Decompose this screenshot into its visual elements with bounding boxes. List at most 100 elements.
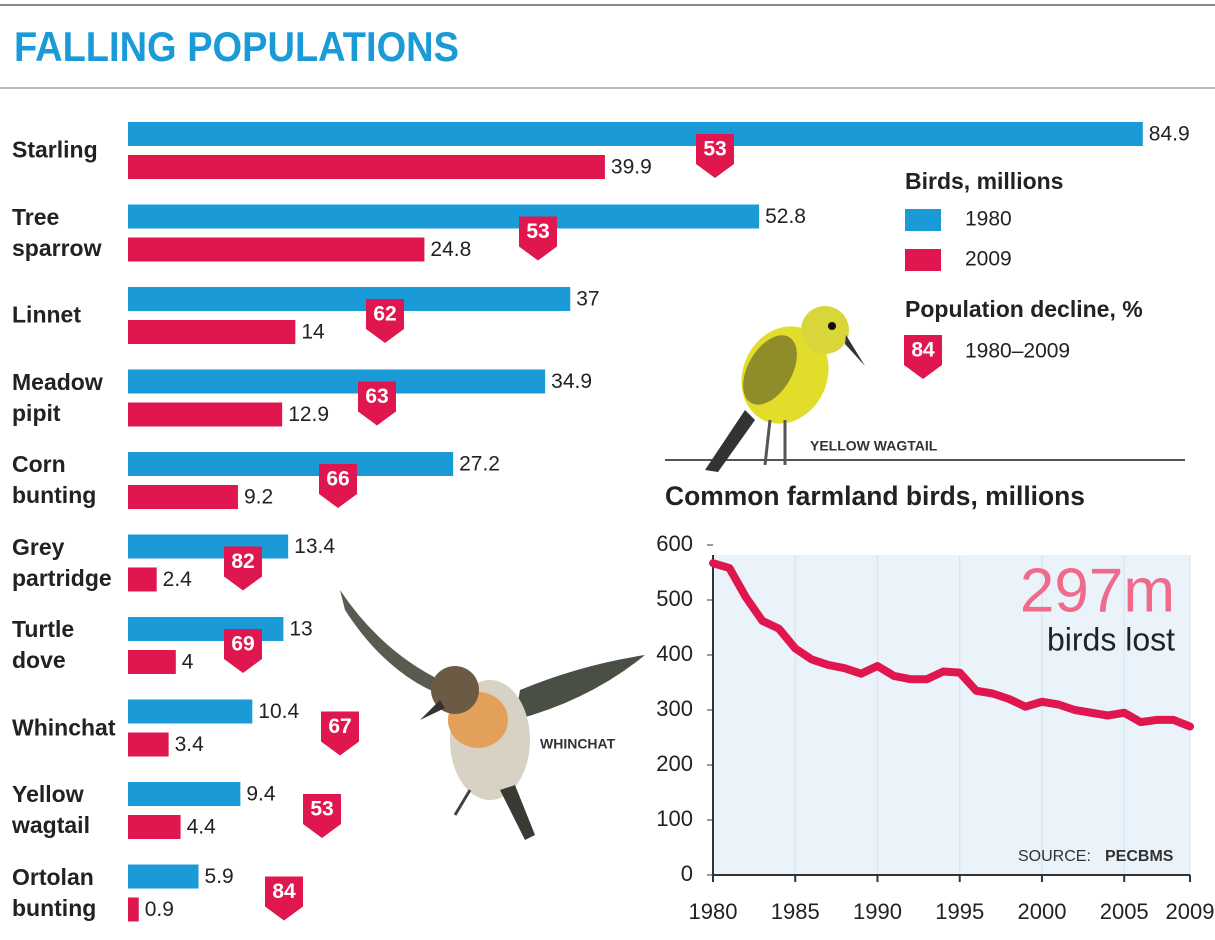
decline-badge bbox=[319, 464, 357, 508]
value-label: 34.9 bbox=[551, 370, 592, 393]
y-tick-label: 300 bbox=[656, 696, 693, 721]
chart-title: Common farmland birds, millions bbox=[665, 481, 1085, 511]
decline-label: 62 bbox=[373, 303, 396, 326]
decline-badge bbox=[696, 134, 734, 178]
bar bbox=[128, 732, 169, 757]
bar bbox=[128, 534, 289, 559]
bar bbox=[128, 452, 454, 476]
line-series bbox=[709, 559, 1194, 731]
decline-label: 53 bbox=[526, 220, 549, 243]
y-tick-label: 200 bbox=[656, 751, 693, 776]
category-label: Turtle dove bbox=[12, 616, 75, 673]
category-label: Whinchat bbox=[12, 714, 116, 740]
bar bbox=[128, 402, 283, 427]
value-label: 13.4 bbox=[294, 535, 335, 558]
y-tick-label: 600 bbox=[656, 531, 693, 556]
x-tick-label: 2005 bbox=[1100, 899, 1149, 924]
value-label: 9.4 bbox=[246, 783, 276, 806]
value-label: 2.4 bbox=[163, 568, 193, 591]
annotation-text: birds lost bbox=[1047, 621, 1175, 657]
x-tick-label: 1980 bbox=[689, 899, 738, 924]
legend-label: 1980 bbox=[965, 208, 1012, 231]
illustration-label: YELLOW WAGTAIL bbox=[810, 438, 938, 454]
bar bbox=[128, 650, 176, 674]
value-label: 39.9 bbox=[611, 156, 652, 179]
decline-label: 53 bbox=[310, 798, 333, 821]
yellow-wagtail-illustration bbox=[665, 306, 1185, 472]
page-title: FALLING POPULATIONS bbox=[14, 23, 459, 70]
value-label: 37 bbox=[576, 288, 599, 311]
legend-label: 1980–2009 bbox=[965, 340, 1070, 363]
bar bbox=[128, 699, 253, 724]
decline-label: 84 bbox=[272, 880, 296, 903]
value-label: 13 bbox=[289, 618, 312, 641]
decline-badge bbox=[358, 381, 396, 426]
category-label: Grey partridge bbox=[12, 533, 112, 591]
decline-badge bbox=[224, 546, 262, 591]
annotation-figure: 297m bbox=[1020, 556, 1175, 625]
bar bbox=[128, 782, 241, 806]
bar bbox=[128, 204, 760, 229]
decline-label: 66 bbox=[326, 468, 349, 491]
legend-swatch bbox=[905, 209, 941, 231]
decline-badge bbox=[321, 711, 359, 756]
y-tick-label: 0 bbox=[681, 861, 693, 886]
bar bbox=[128, 485, 238, 509]
source-name: PECBMS bbox=[1105, 848, 1174, 865]
category-label: Linnet bbox=[12, 301, 81, 328]
decline-badge bbox=[224, 629, 262, 673]
x-tick-label: 1990 bbox=[853, 899, 902, 924]
decline-label: 63 bbox=[365, 385, 388, 408]
category-label: Ortolan bunting bbox=[12, 863, 97, 921]
decline-label: 84 bbox=[911, 339, 935, 362]
bar bbox=[128, 122, 1143, 146]
legend-label: 2009 bbox=[965, 248, 1012, 271]
decline-badge bbox=[904, 335, 942, 379]
y-tick-label: 100 bbox=[656, 806, 693, 831]
decline-label: 82 bbox=[231, 550, 254, 573]
decline-label: 69 bbox=[231, 633, 254, 656]
bar bbox=[128, 237, 425, 262]
bar bbox=[128, 155, 605, 179]
value-label: 5.9 bbox=[205, 865, 234, 888]
bar bbox=[128, 320, 296, 344]
decline-badge bbox=[303, 794, 341, 838]
value-label: 24.8 bbox=[430, 238, 471, 261]
category-label: Starling bbox=[12, 136, 98, 163]
value-label: 27.2 bbox=[459, 453, 500, 476]
category-label: Yellow wagtail bbox=[12, 781, 90, 838]
x-tick-label: 2000 bbox=[1017, 899, 1066, 924]
category-label: Meadow pipit bbox=[12, 368, 103, 426]
decline-badge bbox=[265, 876, 303, 921]
value-label: 10.4 bbox=[258, 700, 299, 723]
value-label: 14 bbox=[301, 321, 325, 344]
value-label: 4 bbox=[182, 651, 194, 674]
bar bbox=[128, 815, 181, 839]
illustration-label: WHINCHAT bbox=[540, 736, 616, 752]
decline-badge bbox=[519, 216, 557, 261]
bar bbox=[128, 287, 571, 311]
legend-title: Population decline, % bbox=[905, 296, 1143, 322]
decline-label: 67 bbox=[328, 715, 351, 738]
source-label: SOURCE: bbox=[1018, 848, 1091, 865]
bar bbox=[128, 864, 199, 889]
x-tick-label: 2009 bbox=[1166, 899, 1215, 924]
value-label: 0.9 bbox=[145, 898, 174, 921]
category-label: Tree sparrow bbox=[12, 203, 102, 261]
y-tick-label: 500 bbox=[656, 586, 693, 611]
value-label: 12.9 bbox=[288, 403, 329, 426]
bar bbox=[128, 897, 139, 922]
legend-title: Birds, millions bbox=[905, 168, 1063, 194]
bar bbox=[128, 369, 546, 394]
decline-badge bbox=[366, 299, 404, 343]
decline-label: 53 bbox=[703, 138, 726, 161]
value-label: 52.8 bbox=[765, 205, 806, 228]
value-label: 9.2 bbox=[244, 486, 273, 509]
x-tick-label: 1995 bbox=[935, 899, 984, 924]
category-label: Corn bunting bbox=[12, 451, 97, 508]
value-label: 84.9 bbox=[1149, 123, 1190, 146]
value-label: 4.4 bbox=[187, 816, 217, 839]
value-label: 3.4 bbox=[175, 733, 205, 756]
